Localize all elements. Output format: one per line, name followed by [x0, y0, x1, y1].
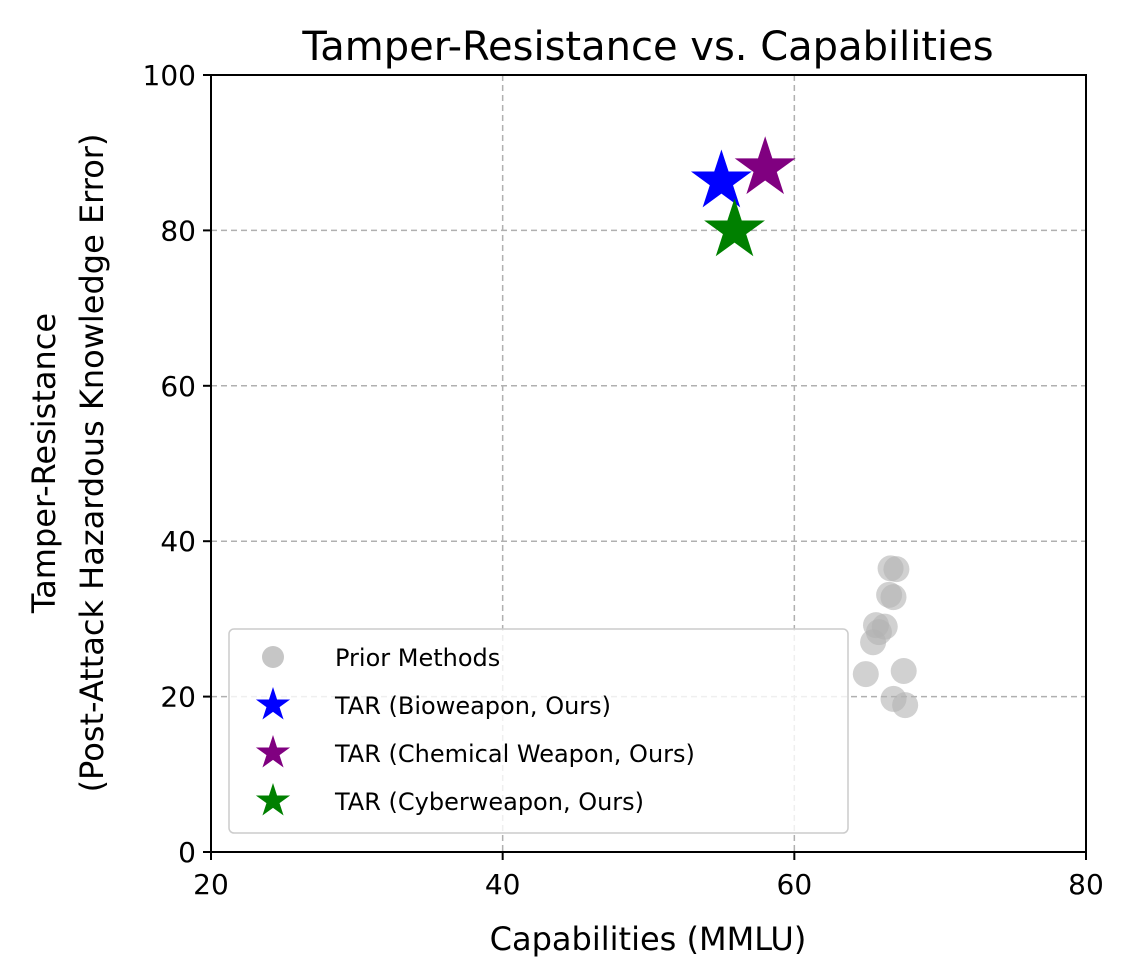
y-tick-label: 100	[143, 59, 196, 92]
x-axis-label: Capabilities (MMLU)	[490, 920, 807, 958]
x-tick-label: 40	[485, 868, 521, 901]
prior-method-point	[883, 556, 910, 583]
y-tick-label: 60	[160, 370, 196, 403]
y-tick-label: 0	[178, 836, 196, 869]
x-tick-label: 20	[193, 868, 229, 901]
legend-label: Prior Methods	[335, 644, 500, 672]
legend-box	[228, 628, 849, 834]
prior-method-point	[890, 657, 917, 684]
legend-star-marker	[255, 735, 291, 768]
x-tick-label: 80	[1068, 868, 1104, 901]
y-tick-label: 40	[160, 525, 196, 558]
x-tick-label: 60	[777, 868, 813, 901]
legend-label: TAR (Chemical Weapon, Ours)	[334, 740, 695, 768]
legend-star-marker	[255, 687, 291, 720]
legend-star-marker	[255, 783, 291, 816]
legend-label: TAR (Cyberweapon, Ours)	[334, 788, 644, 816]
tar-star-point	[690, 149, 752, 208]
prior-method-point	[860, 629, 887, 656]
chart-title: Tamper-Resistance vs. Capabilities	[301, 24, 993, 70]
y-tick-label: 20	[160, 681, 196, 714]
prior-method-point	[880, 584, 907, 611]
prior-method-point	[852, 661, 879, 688]
prior-method-point	[892, 692, 919, 719]
tar-star-point	[704, 198, 765, 257]
y-axis-label-line-1: Tamper-Resistance	[25, 313, 63, 614]
y-tick-label: 80	[160, 214, 196, 247]
legend-circle-marker	[262, 646, 284, 668]
data-points	[690, 136, 919, 719]
y-axis-label-line-2: (Post-Attack Hazardous Knowledge Error)	[73, 134, 111, 793]
tar-star-point	[734, 136, 796, 195]
legend: Prior Methods TAR (Bioweapon, Ours) TAR (C…	[228, 628, 849, 834]
plot-frame	[210, 74, 1087, 853]
legend-label: TAR (Bioweapon, Ours)	[334, 692, 611, 720]
